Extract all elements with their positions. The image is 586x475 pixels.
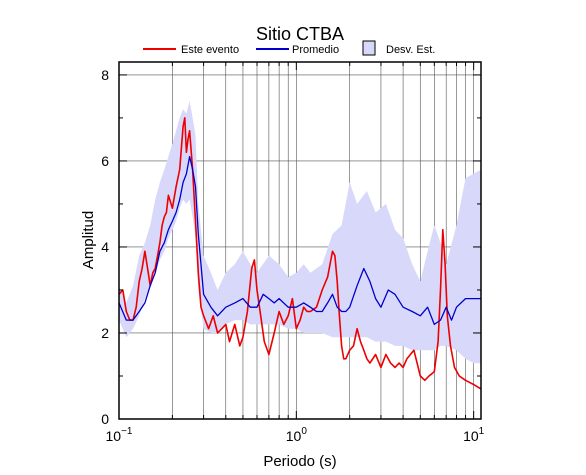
x-tick-label: 10−1 <box>106 426 133 444</box>
legend-swatch-desv-est <box>362 40 376 56</box>
y-tick-label: 0 <box>101 411 109 427</box>
plot-frame <box>118 61 482 420</box>
legend: Este evento Promedio Desv. Est. <box>143 40 435 56</box>
x-tick-label: 100 <box>286 426 308 444</box>
axis-ticks: 0 2 4 6 8 10−1 100 101 <box>101 62 485 444</box>
y-tick-label: 8 <box>101 67 109 83</box>
x-axis-label: Periodo (s) <box>263 453 336 470</box>
legend-label-este-evento: Este evento <box>181 44 239 56</box>
grid <box>118 62 481 419</box>
series-line-promedio <box>118 155 481 326</box>
y-axis-label: Amplitud <box>80 211 97 269</box>
legend-label-promedio: Promedio <box>292 44 339 56</box>
legend-label-desv-est: Desv. Est. <box>386 44 435 56</box>
series-line-este-evento <box>118 117 482 390</box>
y-tick-label: 4 <box>101 239 109 255</box>
y-tick-label: 2 <box>101 325 109 341</box>
std-band-area <box>119 100 481 364</box>
chart-title: Sitio CTBA <box>256 24 344 44</box>
y-tick-label: 6 <box>101 153 109 169</box>
x-tick-label: 101 <box>463 426 485 444</box>
